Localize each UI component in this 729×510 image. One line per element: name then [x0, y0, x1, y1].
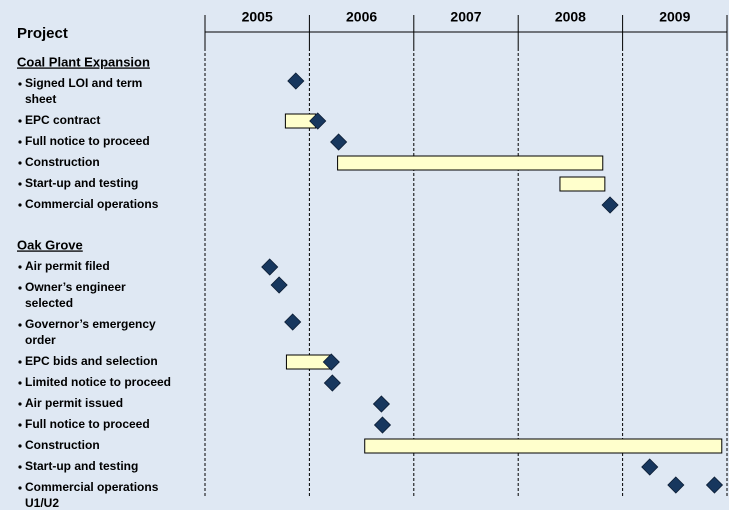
- task-label: EPC contract: [25, 113, 100, 127]
- bullet: [18, 140, 22, 144]
- milestone: [667, 476, 685, 494]
- milestone: [322, 353, 340, 371]
- bullet: [18, 381, 22, 385]
- task-label: U1/U2: [25, 496, 59, 510]
- bullet: [18, 286, 22, 290]
- year-label: 2009: [659, 9, 690, 25]
- year-label: 2008: [555, 9, 586, 25]
- year-label: 2005: [242, 9, 273, 25]
- task-label: Construction: [25, 155, 100, 169]
- year-label: 2006: [346, 9, 377, 25]
- bullet: [18, 323, 22, 327]
- milestone: [284, 313, 302, 331]
- milestone: [270, 276, 288, 294]
- milestone: [287, 72, 305, 90]
- bullet: [18, 182, 22, 186]
- milestone: [373, 416, 392, 434]
- bullet: [18, 119, 22, 123]
- milestone: [641, 458, 659, 476]
- task-label: selected: [25, 296, 73, 310]
- bullet: [18, 265, 22, 269]
- milestone: [372, 395, 391, 413]
- bullet: [18, 465, 22, 469]
- milestone: [601, 196, 619, 214]
- milestone: [705, 476, 724, 494]
- bullet: [18, 486, 22, 490]
- task-label: Limited notice to proceed: [25, 375, 171, 389]
- task-label: Air permit issued: [25, 396, 123, 410]
- task-label: Start-up and testing: [25, 459, 138, 473]
- task-label: Full notice to proceed: [25, 134, 150, 148]
- task-label: order: [25, 333, 56, 347]
- milestone: [309, 112, 327, 130]
- bullet: [18, 402, 22, 406]
- bullet: [18, 360, 22, 364]
- task-label: sheet: [25, 92, 56, 106]
- group-label: Coal Plant Expansion: [17, 54, 150, 69]
- group-label: Oak Grove: [17, 237, 83, 252]
- milestone: [330, 133, 348, 151]
- task-label: Owner’s engineer: [25, 280, 126, 294]
- bullet: [18, 203, 22, 207]
- task-label: Signed LOI and term: [25, 76, 142, 90]
- task-bar: [559, 176, 606, 192]
- milestone: [323, 374, 341, 392]
- task-label: Governor’s emergency: [25, 317, 156, 331]
- task-bar: [337, 155, 604, 171]
- task-label: Commercial operations: [25, 197, 159, 211]
- task-label: Commercial operations: [25, 480, 159, 494]
- milestone: [261, 258, 279, 276]
- year-label: 2007: [450, 9, 481, 25]
- task-label: Full notice to proceed: [25, 417, 150, 431]
- chart-title: Project: [17, 25, 68, 42]
- bullet: [18, 423, 22, 427]
- task-label: Air permit filed: [25, 259, 110, 273]
- bullet: [18, 444, 22, 448]
- task-label: Start-up and testing: [25, 176, 138, 190]
- bullet: [18, 82, 22, 86]
- task-label: Construction: [25, 438, 100, 452]
- bullet: [18, 161, 22, 165]
- task-label: EPC bids and selection: [25, 354, 158, 368]
- task-bar: [364, 438, 723, 454]
